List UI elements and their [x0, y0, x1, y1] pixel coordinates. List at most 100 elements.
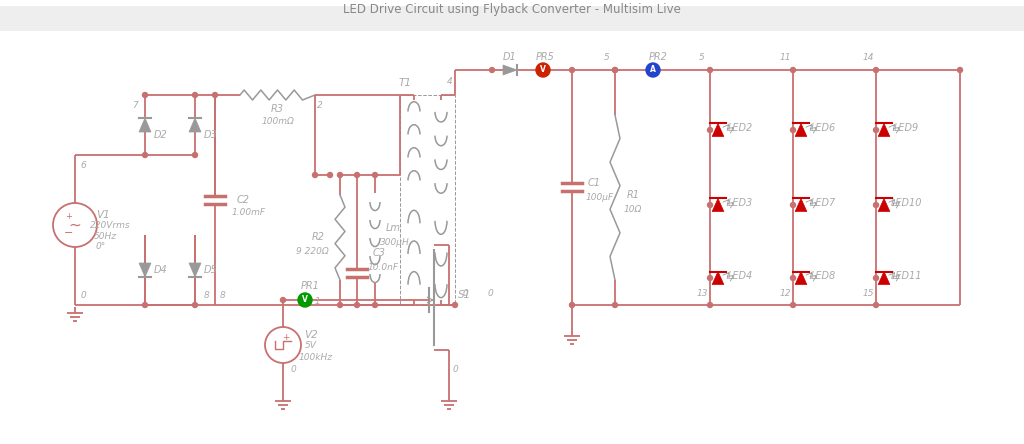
Text: 0: 0: [487, 289, 493, 297]
Text: 7: 7: [132, 100, 138, 110]
Circle shape: [193, 92, 198, 98]
Text: 4: 4: [447, 76, 453, 86]
Text: C3: C3: [373, 248, 385, 258]
Text: 5V: 5V: [305, 341, 317, 350]
Circle shape: [708, 127, 713, 132]
Circle shape: [569, 302, 574, 308]
Text: 8: 8: [220, 290, 226, 300]
Circle shape: [873, 202, 879, 207]
Text: R1: R1: [627, 190, 640, 200]
Polygon shape: [879, 123, 890, 136]
Text: LED10: LED10: [890, 198, 922, 208]
Text: V: V: [302, 296, 308, 305]
Polygon shape: [712, 123, 724, 136]
Circle shape: [569, 67, 574, 72]
Text: 50Hz: 50Hz: [93, 233, 117, 242]
Text: 0: 0: [453, 365, 458, 374]
Text: 0: 0: [80, 290, 86, 300]
Text: 100kHz: 100kHz: [299, 353, 333, 361]
Text: C1: C1: [588, 178, 600, 188]
Circle shape: [142, 302, 147, 308]
Circle shape: [612, 302, 617, 308]
Circle shape: [354, 302, 359, 308]
Polygon shape: [796, 123, 807, 136]
Text: 5: 5: [604, 53, 610, 63]
Circle shape: [373, 302, 378, 308]
Text: 0: 0: [462, 289, 468, 297]
Text: V: V: [540, 66, 546, 75]
Circle shape: [708, 67, 713, 72]
Circle shape: [338, 173, 342, 178]
Text: 300μH: 300μH: [380, 238, 410, 247]
Polygon shape: [796, 198, 807, 211]
Circle shape: [791, 202, 796, 207]
Circle shape: [612, 67, 617, 72]
Text: 220Vrms: 220Vrms: [90, 222, 130, 230]
Polygon shape: [879, 271, 890, 285]
Circle shape: [213, 92, 217, 98]
Circle shape: [646, 63, 660, 77]
Polygon shape: [139, 263, 151, 277]
Text: 0: 0: [290, 365, 296, 373]
Text: 14: 14: [862, 53, 873, 63]
Text: PR1: PR1: [301, 281, 319, 291]
Text: 2: 2: [317, 100, 323, 110]
Circle shape: [708, 302, 713, 308]
Text: 6: 6: [80, 160, 86, 170]
Text: 9 220Ω: 9 220Ω: [296, 247, 329, 257]
Circle shape: [957, 67, 963, 72]
Circle shape: [612, 67, 617, 72]
Text: 100mΩ: 100mΩ: [261, 116, 294, 126]
Text: 5: 5: [699, 53, 705, 63]
Text: LED4: LED4: [727, 271, 753, 281]
Text: LED2: LED2: [727, 123, 753, 133]
Polygon shape: [503, 65, 517, 75]
Text: R3: R3: [271, 104, 284, 114]
Text: 100μF: 100μF: [586, 194, 614, 202]
Text: D4: D4: [155, 265, 168, 275]
Circle shape: [791, 127, 796, 132]
Text: +: +: [66, 213, 73, 222]
Circle shape: [298, 293, 312, 307]
Polygon shape: [712, 198, 724, 211]
Text: ~: ~: [69, 218, 81, 233]
Text: S1: S1: [459, 290, 472, 300]
Text: D5: D5: [204, 265, 218, 275]
Text: LED3: LED3: [727, 198, 753, 208]
Text: LED9: LED9: [893, 123, 919, 133]
Circle shape: [791, 302, 796, 308]
Circle shape: [791, 275, 796, 281]
Polygon shape: [139, 118, 151, 132]
Circle shape: [708, 275, 713, 281]
Circle shape: [541, 67, 546, 72]
Text: 1.00mF: 1.00mF: [232, 209, 266, 218]
Polygon shape: [712, 271, 724, 285]
Circle shape: [650, 67, 655, 72]
Text: LED Drive Circuit using Flyback Converter - Multisim Live: LED Drive Circuit using Flyback Converte…: [343, 4, 681, 16]
Text: 0°: 0°: [96, 242, 106, 251]
Circle shape: [281, 297, 286, 302]
Circle shape: [708, 202, 713, 207]
Text: D1: D1: [503, 52, 517, 62]
Circle shape: [489, 67, 495, 72]
Text: 11: 11: [779, 53, 791, 63]
Circle shape: [142, 92, 147, 98]
Text: T1: T1: [398, 78, 412, 88]
Text: 8: 8: [204, 290, 210, 300]
Text: +: +: [283, 333, 290, 342]
Text: PR5: PR5: [536, 52, 554, 62]
Polygon shape: [879, 198, 890, 211]
Polygon shape: [796, 271, 807, 285]
Text: 1: 1: [314, 297, 319, 306]
Text: D3: D3: [204, 130, 218, 140]
Text: −: −: [65, 228, 74, 238]
Text: V1: V1: [96, 210, 110, 220]
Polygon shape: [189, 118, 201, 132]
Text: LED7: LED7: [810, 198, 836, 208]
Circle shape: [873, 67, 879, 72]
Text: PR2: PR2: [648, 52, 668, 62]
Circle shape: [873, 127, 879, 132]
Circle shape: [338, 302, 342, 308]
Circle shape: [453, 302, 458, 308]
Text: 13: 13: [696, 289, 708, 297]
